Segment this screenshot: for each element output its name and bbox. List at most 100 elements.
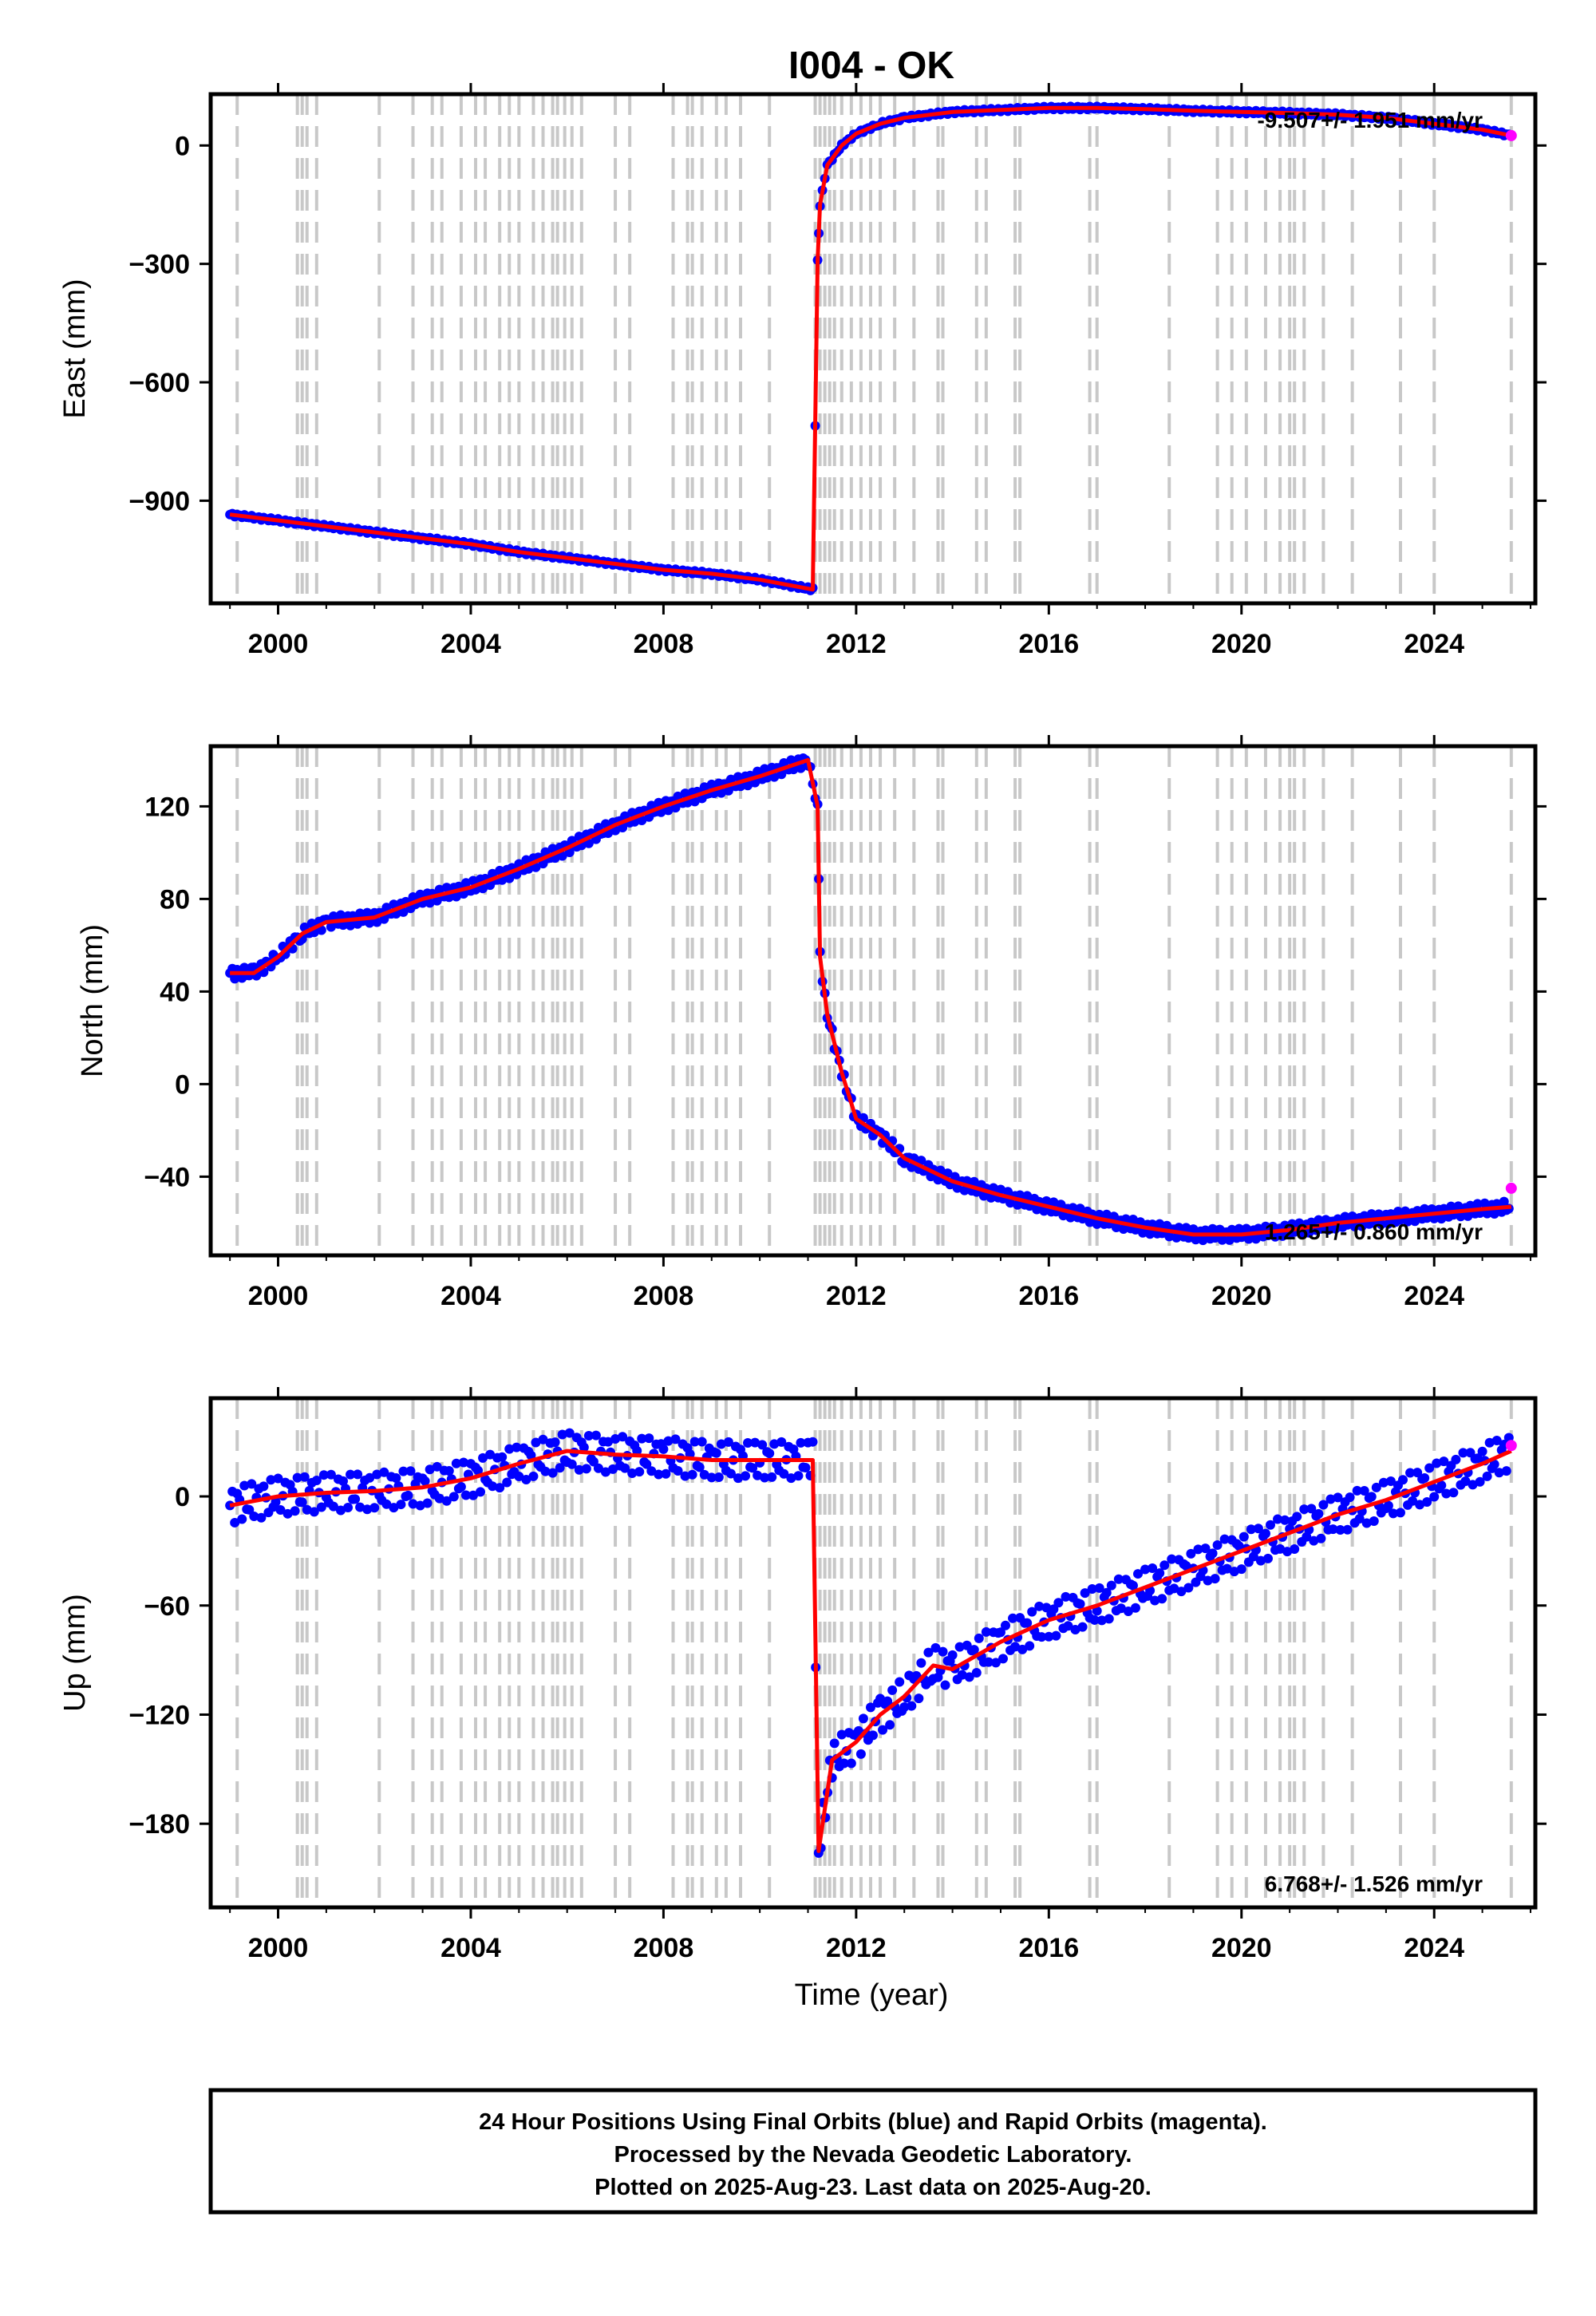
north-point: [1049, 1197, 1059, 1207]
up-point: [273, 1473, 283, 1484]
up-point: [1101, 1587, 1112, 1598]
up-point: [514, 1471, 524, 1481]
up-point: [1472, 1453, 1483, 1464]
north-x-tick-label: 2004: [440, 1281, 501, 1311]
north-point: [1207, 1223, 1218, 1234]
up-point: [711, 1448, 721, 1458]
chart-title: I004 - OK: [788, 45, 954, 87]
up-point: [1371, 1482, 1381, 1492]
up-point: [930, 1642, 941, 1653]
up-point: [1096, 1615, 1107, 1626]
up-point: [297, 1497, 307, 1508]
up-point: [1148, 1563, 1158, 1574]
up-point: [1159, 1560, 1170, 1571]
up-point: [460, 1490, 471, 1500]
north-point: [316, 925, 326, 935]
up-point: [858, 1713, 868, 1724]
up-point: [634, 1467, 645, 1477]
north-point: [460, 878, 471, 888]
up-point: [1489, 1459, 1499, 1469]
north-point: [1499, 1196, 1509, 1207]
east-x-tick-label: 2024: [1404, 629, 1464, 659]
up-point: [396, 1500, 406, 1510]
up-point: [550, 1437, 560, 1448]
up-point: [1405, 1468, 1416, 1478]
up-point: [1061, 1591, 1071, 1602]
north-x-tick-label: 2012: [826, 1281, 887, 1311]
up-point: [767, 1472, 777, 1482]
up-point: [1354, 1513, 1365, 1524]
up-point: [1494, 1468, 1504, 1478]
north-y-tick-label: 0: [175, 1069, 190, 1100]
footer-line-1: 24 Hour Positions Using Final Orbits (bl…: [479, 2109, 1267, 2135]
up-point: [1077, 1622, 1088, 1632]
up-panel: 2000 2004 2008 2012 2016 2020 2024 0 −60 −120 −180…: [58, 1387, 1547, 1963]
east-y-tick-label: 0: [175, 131, 190, 161]
up-point: [878, 1725, 888, 1735]
up-point: [1116, 1603, 1126, 1614]
north-x-tick-label: 2020: [1211, 1281, 1272, 1311]
up-x-tick-label: 2016: [1019, 1933, 1080, 1963]
up-point: [779, 1468, 789, 1479]
north-x-tick-label: 2024: [1404, 1281, 1464, 1311]
up-point: [1140, 1564, 1151, 1575]
north-y-tick-label: 120: [144, 792, 190, 822]
up-point: [432, 1461, 442, 1472]
up-point: [391, 1473, 401, 1484]
up-point: [1328, 1524, 1338, 1535]
up-point: [846, 1758, 856, 1769]
up-point: [916, 1658, 926, 1668]
north-rapid-point: [1505, 1182, 1517, 1194]
up-point: [335, 1505, 346, 1516]
up-point: [786, 1473, 796, 1484]
up-point: [713, 1472, 724, 1482]
east-x-tick-label: 2008: [634, 629, 694, 659]
north-point: [1393, 1207, 1403, 1217]
up-point: [1234, 1541, 1244, 1551]
up-y-tick-label: −120: [128, 1700, 190, 1730]
up-point: [581, 1464, 591, 1474]
up-point: [1299, 1504, 1310, 1515]
up-point: [670, 1434, 681, 1445]
up-point: [326, 1469, 336, 1480]
up-point: [1113, 1574, 1124, 1584]
up-point: [855, 1749, 866, 1759]
north-x-tick-label: 2000: [248, 1281, 309, 1311]
up-point: [408, 1499, 418, 1509]
up-point: [271, 1496, 281, 1507]
north-point: [969, 1176, 979, 1187]
up-point: [1432, 1458, 1442, 1468]
up-point: [1491, 1436, 1502, 1446]
up-point: [1123, 1607, 1133, 1617]
up-point: [398, 1466, 409, 1476]
up-point: [309, 1507, 319, 1517]
north-point: [1075, 1203, 1085, 1214]
up-rapid-point: [1505, 1440, 1517, 1452]
up-point: [914, 1694, 924, 1704]
up-point: [760, 1472, 770, 1483]
up-point: [632, 1445, 642, 1456]
up-point: [1094, 1583, 1104, 1593]
up-point: [793, 1471, 804, 1481]
up-point: [502, 1477, 512, 1488]
up-point: [895, 1677, 905, 1687]
up-point: [723, 1437, 733, 1447]
east-x-tick-label: 2012: [826, 629, 887, 659]
up-point: [907, 1701, 917, 1711]
up-point: [473, 1465, 484, 1476]
up-point: [588, 1456, 598, 1467]
up-point: [1034, 1601, 1045, 1611]
north-y-tick-label: 80: [160, 884, 190, 915]
up-point: [1075, 1599, 1085, 1609]
up-point: [1106, 1580, 1116, 1591]
up-point: [673, 1466, 683, 1476]
up-point: [275, 1505, 286, 1516]
up-point: [1203, 1575, 1213, 1586]
up-point: [328, 1501, 338, 1512]
north-point: [1155, 1219, 1165, 1229]
up-point: [1130, 1603, 1140, 1613]
east-x-tick-label: 2004: [440, 629, 501, 659]
north-point: [1456, 1211, 1466, 1222]
up-point: [983, 1657, 994, 1667]
up-point: [969, 1645, 979, 1655]
